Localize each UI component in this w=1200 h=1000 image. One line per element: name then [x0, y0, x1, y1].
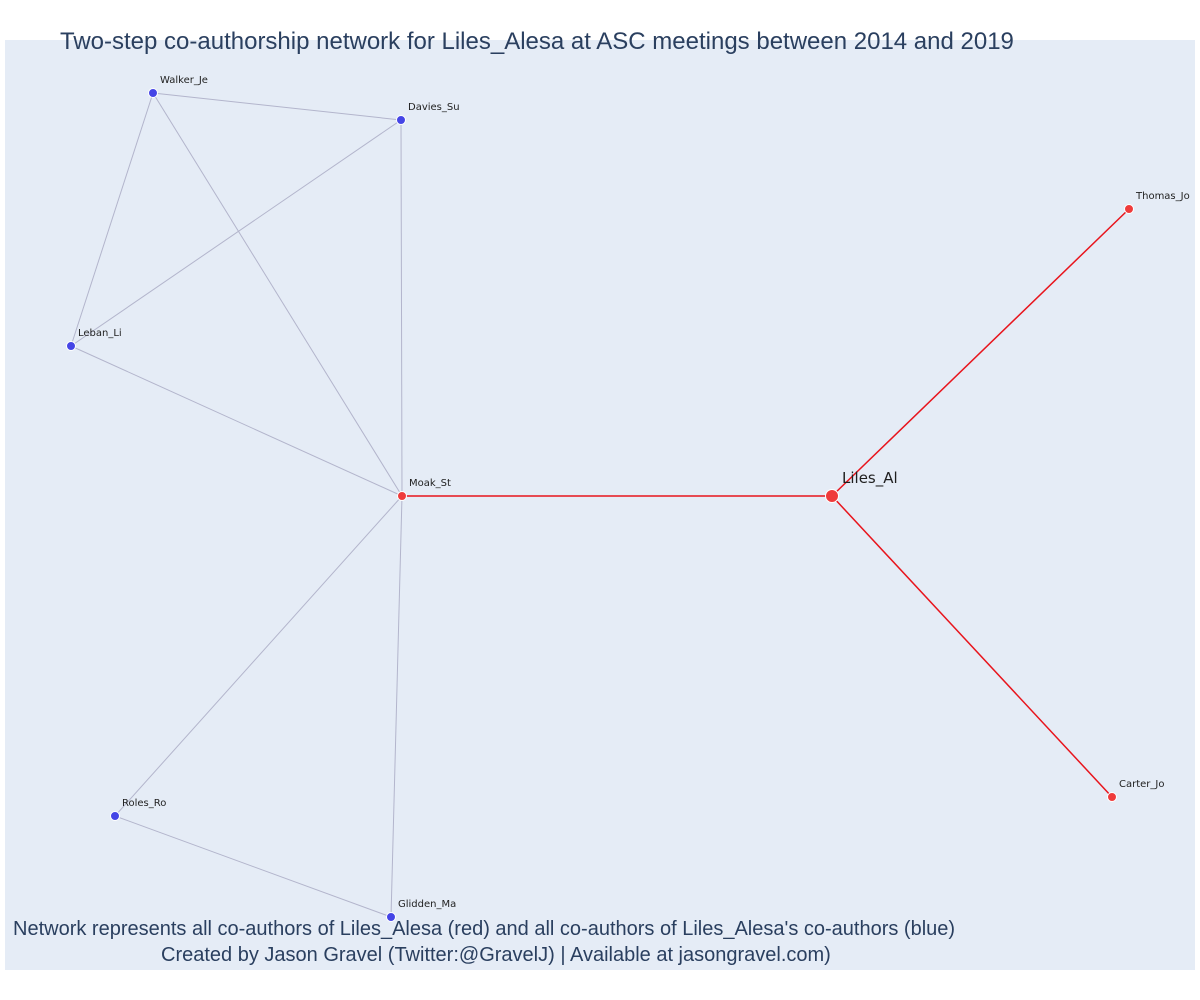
edge-Roles_Ro-Glidden_Ma	[114, 815, 392, 918]
node-Walker_Je[interactable]	[148, 88, 158, 98]
node-label-Carter_Jo: Carter_Jo	[1119, 779, 1164, 790]
edge-Walker_Je-Davies_Su	[152, 92, 402, 121]
node-label-Leban_Li: Leban_Li	[78, 328, 122, 339]
node-label-Glidden_Ma: Glidden_Ma	[398, 899, 456, 910]
node-label-Walker_Je: Walker_Je	[160, 75, 208, 86]
edge-Davies_Su-Moak_St	[400, 119, 403, 497]
edge-Moak_St-Roles_Ro	[114, 495, 403, 817]
edge-Leban_Li-Moak_St	[70, 345, 403, 497]
edge-Davies_Su-Leban_Li	[70, 119, 402, 347]
node-Thomas_Jo[interactable]	[1124, 204, 1134, 214]
caption-line-2: Created by Jason Gravel (Twitter:@Gravel…	[161, 944, 831, 966]
edge-Liles_Al-Thomas_Jo	[831, 208, 1130, 497]
node-Liles_Al[interactable]	[825, 489, 839, 503]
node-Leban_Li[interactable]	[66, 341, 76, 351]
plot-area	[5, 40, 1195, 970]
edge-Moak_St-Glidden_Ma	[390, 495, 403, 918]
node-label-Moak_St: Moak_St	[409, 478, 451, 489]
node-label-Davies_Su: Davies_Su	[408, 102, 460, 113]
edge-layer	[70, 92, 1130, 918]
edge-Walker_Je-Moak_St	[152, 92, 403, 497]
edge-Liles_Al-Carter_Jo	[831, 495, 1113, 798]
node-label-Liles_Al: Liles_Al	[842, 469, 898, 488]
node-label-Thomas_Jo: Thomas_Jo	[1135, 191, 1190, 202]
node-label-Roles_Ro: Roles_Ro	[122, 798, 166, 809]
node-layer	[66, 88, 1134, 922]
node-Carter_Jo[interactable]	[1107, 792, 1117, 802]
node-Moak_St[interactable]	[397, 491, 407, 501]
chart-title: Two-step co-authorship network for Liles…	[60, 28, 1014, 55]
node-Davies_Su[interactable]	[396, 115, 406, 125]
node-Roles_Ro[interactable]	[110, 811, 120, 821]
node-Glidden_Ma[interactable]	[386, 912, 396, 922]
edge-Walker_Je-Leban_Li	[70, 92, 154, 347]
label-layer: Liles_Al Moak_St Thomas_Jo Carter_Jo Walker_…	[78, 75, 1190, 910]
caption-line-1: Network represents all co-authors of Lil…	[13, 918, 956, 940]
